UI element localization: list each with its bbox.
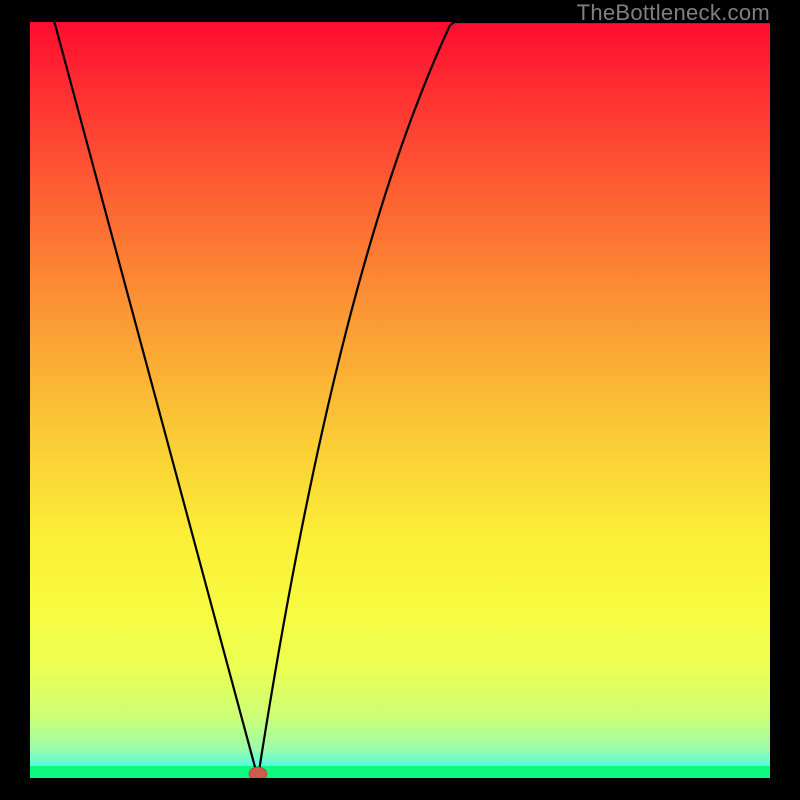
chart-background-gradient	[30, 22, 770, 778]
chart-green-band	[30, 766, 770, 778]
watermark-label: TheBottleneck.com	[577, 0, 770, 26]
bottleneck-marker	[249, 767, 267, 778]
chart-stage: TheBottleneck.com	[0, 0, 800, 800]
chart-plot-area	[30, 22, 770, 778]
chart-svg	[30, 22, 770, 778]
